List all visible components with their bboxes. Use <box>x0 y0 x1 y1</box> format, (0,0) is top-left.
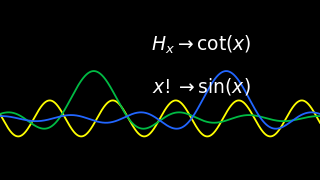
Text: $H_x \rightarrow \cot(x)$: $H_x \rightarrow \cot(x)$ <box>151 34 252 56</box>
Text: $x! \rightarrow \sin(x)$: $x! \rightarrow \sin(x)$ <box>152 76 251 97</box>
